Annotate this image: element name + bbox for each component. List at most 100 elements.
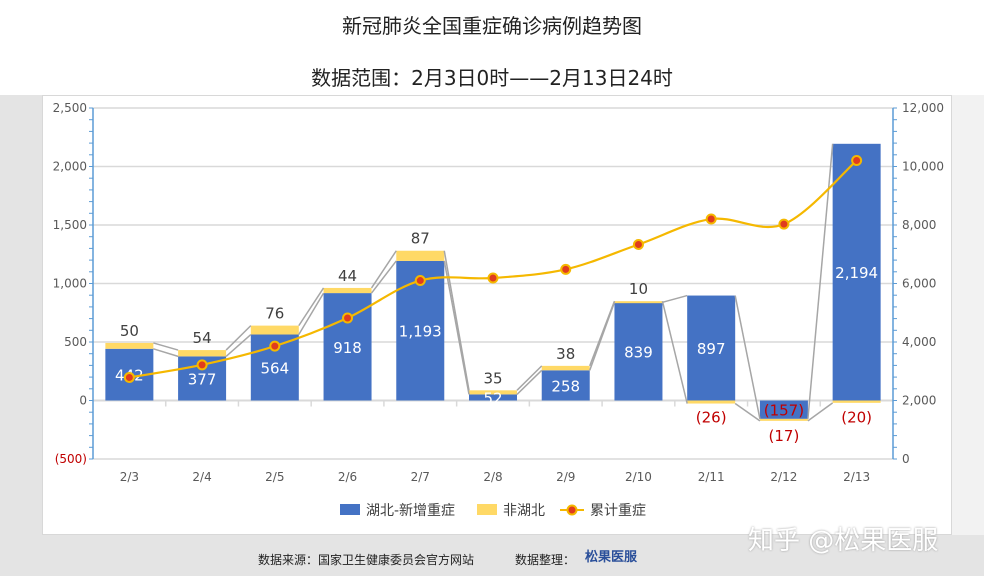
bar-non-hubei — [178, 350, 227, 357]
x-tick-label: 2/13 — [843, 470, 870, 484]
data-label-non-hubei: 44 — [338, 267, 357, 285]
series-line-total — [516, 365, 543, 391]
data-label-hubei: 377 — [188, 370, 217, 388]
title-area: 新冠肺炎全国重症确诊病例趋势图 数据范围：2月3日0时——2月13日24时 — [0, 0, 984, 95]
series-line-hubei — [443, 260, 470, 395]
y-left-tick-label: 500 — [64, 335, 87, 349]
series-line-total — [661, 300, 688, 404]
data-label-non-hubei: 54 — [193, 329, 212, 347]
marker-cumulative — [342, 312, 354, 324]
data-label-hubei: 1,193 — [399, 323, 442, 341]
marker-cumulative — [123, 371, 135, 383]
bar-non-hubei — [396, 250, 445, 261]
legend-label-non-hubei: 非湖北 — [503, 503, 545, 519]
series-line-total — [225, 325, 252, 351]
series-line-hubei — [662, 294, 688, 304]
x-tick-label: 2/11 — [698, 470, 725, 484]
x-tick-label: 2/5 — [265, 470, 284, 484]
data-organizer-label: 数据整理： — [515, 553, 576, 567]
bar-non-hubei — [614, 301, 663, 304]
x-tick-label: 2/8 — [483, 470, 502, 484]
series-line-hubei — [225, 333, 252, 357]
data-label-non-hubei: (17) — [769, 427, 800, 445]
data-label-non-hubei: 38 — [556, 345, 575, 363]
series-line-hubei — [734, 295, 761, 420]
bar-non-hubei — [469, 390, 517, 395]
y-left-tick-label: (500) — [55, 452, 87, 466]
bar-non-hubei — [323, 287, 372, 294]
data-label-hubei: (157) — [764, 402, 804, 420]
legend-label-hubei: 湖北-新增重症 — [366, 503, 455, 519]
y-left-tick-label: 0 — [79, 394, 87, 408]
data-label-hubei: 2,194 — [835, 264, 878, 282]
organizer-logo: 松果医服 — [585, 550, 638, 565]
series-line-total — [734, 402, 761, 422]
x-tick-label: 2/3 — [120, 470, 139, 484]
series-line-hubei — [807, 143, 834, 419]
bar-non-hubei — [250, 325, 299, 335]
y-right-tick-label: 12,000 — [902, 101, 944, 115]
series-line-total — [153, 342, 179, 351]
marker-cumulative — [778, 218, 790, 230]
data-label-hubei: 52 — [483, 389, 502, 407]
x-tick-label: 2/7 — [411, 470, 430, 484]
data-label-hubei: 839 — [624, 343, 653, 361]
y-left-tick-label: 2,000 — [53, 160, 87, 174]
y-left-tick-label: 1,000 — [53, 277, 87, 291]
legend-swatch-non-hubei — [477, 504, 497, 515]
series-line-hubei — [153, 348, 179, 358]
marker-cumulative — [414, 275, 426, 287]
x-tick-label: 2/10 — [625, 470, 652, 484]
y-right-tick-label: 8,000 — [902, 218, 936, 232]
y-right-tick-label: 6,000 — [902, 277, 936, 291]
chart-area — [42, 95, 952, 535]
bar-non-hubei — [687, 400, 736, 404]
series-line-total — [807, 402, 834, 422]
x-tick-label: 2/4 — [192, 470, 211, 484]
watermark: 知乎 @松果医服 — [748, 526, 939, 556]
data-label-non-hubei: 76 — [265, 305, 284, 323]
series-line-total — [443, 250, 470, 391]
marker-cumulative — [269, 340, 281, 352]
legend-marker-cumulative — [566, 504, 578, 516]
bar-hubei — [541, 370, 590, 401]
bar-non-hubei — [105, 342, 154, 349]
bar-non-hubei — [832, 400, 881, 403]
data-label-non-hubei: 87 — [411, 230, 430, 248]
x-tick-label: 2/6 — [338, 470, 357, 484]
bar-hubei — [469, 394, 517, 401]
x-tick-label: 2/12 — [770, 470, 797, 484]
marker-cumulative — [196, 359, 208, 371]
data-label-non-hubei: (26) — [696, 409, 727, 427]
data-label-hubei: 258 — [551, 377, 580, 395]
marker-cumulative — [560, 263, 572, 275]
chart-title: 新冠肺炎全国重症确诊病例趋势图 — [342, 14, 642, 38]
marker-cumulative — [487, 272, 499, 284]
y-left-tick-label: 1,500 — [53, 218, 87, 232]
series-line-hubei — [516, 369, 543, 395]
right-margin — [952, 95, 984, 535]
marker-cumulative — [632, 239, 644, 251]
data-source: 数据来源：国家卫生健康委员会官方网站 — [258, 553, 475, 567]
y-right-tick-label: 10,000 — [902, 160, 944, 174]
data-label-non-hubei: 10 — [629, 280, 648, 298]
marker-cumulative — [705, 213, 717, 225]
legend-label-cumulative: 累计重症 — [590, 503, 646, 519]
bar-hubei — [759, 400, 808, 419]
series-line-total — [298, 287, 325, 327]
series-line-hubei — [298, 292, 325, 335]
bar-hubei — [614, 302, 663, 401]
bar-hubei — [687, 295, 736, 401]
bar-non-hubei — [759, 418, 808, 421]
series-line-total — [370, 250, 397, 289]
data-label-hubei: 564 — [260, 360, 289, 378]
bar-hubei — [832, 143, 881, 401]
data-label-hubei: 918 — [333, 339, 362, 357]
data-label-non-hubei: 50 — [120, 322, 139, 340]
data-label-non-hubei: (20) — [841, 409, 872, 427]
legend-swatch-hubei — [340, 504, 360, 515]
y-right-tick-label: 4,000 — [902, 335, 936, 349]
series-line-total — [589, 300, 616, 367]
bar-hubei — [323, 293, 372, 401]
